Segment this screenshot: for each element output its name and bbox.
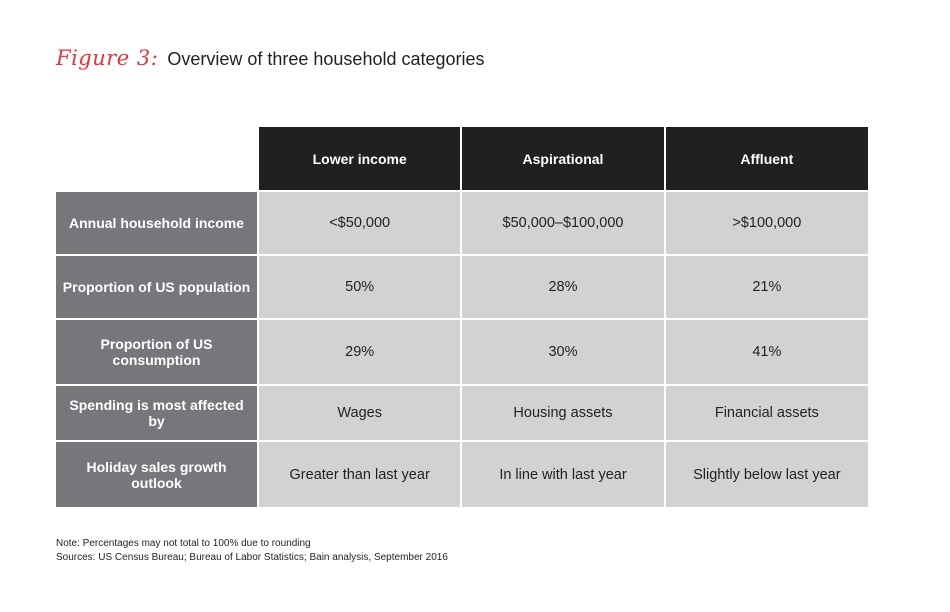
footnotes: Note: Percentages may not total to 100% … (56, 537, 448, 565)
column-header-aspirational: Aspirational (460, 127, 665, 191)
cell-consumption-lower-income: 29% (256, 318, 462, 385)
cell-spending-affluent: Financial assets (663, 384, 868, 441)
cell-outlook-lower-income: Greater than last year (256, 440, 462, 507)
row-header-proportion-population: Proportion of US population (56, 254, 258, 319)
cell-population-aspirational: 28% (460, 254, 665, 319)
figure-title-text: Overview of three household categories (167, 49, 485, 69)
cell-annual-income-aspirational: $50,000–$100,000 (460, 190, 665, 255)
cell-population-lower-income: 50% (256, 254, 462, 319)
row-header-holiday-sales-outlook: Holiday sales growth outlook (56, 440, 258, 507)
table-row: Proportion of US population 50% 28% 21% (56, 254, 868, 319)
figure-title: Figure 3: Overview of three household ca… (56, 46, 485, 78)
table-corner (56, 127, 258, 191)
cell-outlook-affluent: Slightly below last year (663, 440, 868, 507)
note-text: Note: Percentages may not total to 100% … (56, 538, 311, 549)
table-row: Spending is most affected by Wages Housi… (56, 384, 868, 441)
table-header-row: Lower income Aspirational Affluent (56, 127, 868, 191)
column-header-lower-income: Lower income (256, 127, 462, 191)
cell-consumption-aspirational: 30% (460, 318, 665, 385)
cell-annual-income-lower-income: <$50,000 (256, 190, 462, 255)
sources-text: Sources: US Census Bureau; Bureau of Lab… (56, 552, 448, 563)
figure-label: Figure 3: (56, 46, 159, 70)
cell-spending-lower-income: Wages (256, 384, 462, 441)
table-row: Annual household income <$50,000 $50,000… (56, 190, 868, 255)
cell-spending-aspirational: Housing assets (460, 384, 665, 441)
column-header-affluent: Affluent (663, 127, 868, 191)
table-row: Holiday sales growth outlook Greater tha… (56, 440, 868, 507)
household-categories-table: Lower income Aspirational Affluent Annua… (56, 127, 868, 507)
cell-outlook-aspirational: In line with last year (460, 440, 665, 507)
row-header-spending-affected-by: Spending is most affected by (56, 384, 258, 441)
row-header-proportion-consumption: Proportion of US consumption (56, 318, 258, 385)
table-row: Proportion of US consumption 29% 30% 41% (56, 318, 868, 385)
row-header-annual-household-income: Annual household income (56, 190, 258, 255)
cell-consumption-affluent: 41% (663, 318, 868, 385)
cell-population-affluent: 21% (663, 254, 868, 319)
cell-annual-income-affluent: >$100,000 (663, 190, 868, 255)
